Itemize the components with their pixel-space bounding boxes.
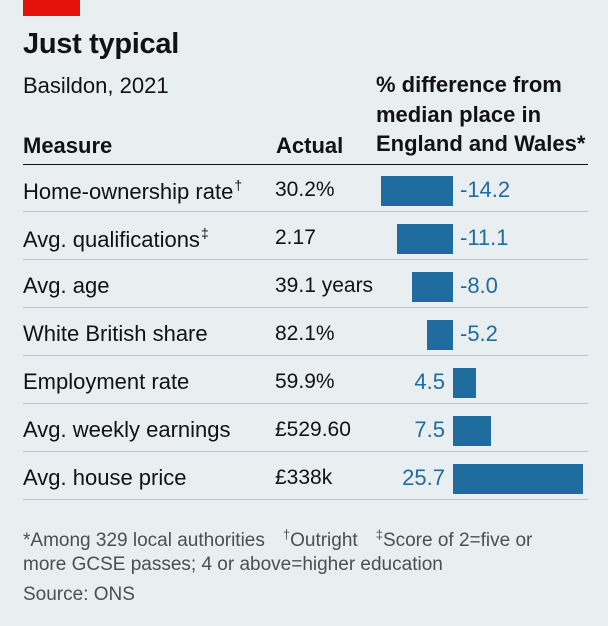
bar-data-label: -11.1 bbox=[460, 225, 509, 250]
row-divider bbox=[23, 451, 588, 452]
table-row: White British share 82.1% -5.2 bbox=[0, 310, 608, 357]
bar-mark bbox=[453, 416, 492, 446]
row-measure: White British share bbox=[23, 321, 208, 347]
row-actual-value: £529.60 bbox=[275, 418, 351, 441]
row-actual-value: 39.1 years bbox=[275, 274, 374, 297]
row-divider bbox=[23, 307, 588, 308]
source-note: Source: ONS bbox=[23, 584, 135, 605]
bar-mark bbox=[381, 176, 453, 206]
table-row: Avg. weekly earnings £529.60 7.5 bbox=[0, 406, 608, 453]
chart-title: Just typical bbox=[23, 28, 179, 60]
row-actual-value: 2.17 bbox=[275, 226, 316, 249]
row-measure-label: Avg. age bbox=[23, 273, 110, 298]
bar-data-label: -14.2 bbox=[460, 177, 511, 202]
table-row: Home-ownership rate† 30.2% -14.2 bbox=[0, 166, 608, 213]
bar-data-label: 7.5 bbox=[414, 417, 445, 442]
row-measure-label: Employment rate bbox=[23, 369, 190, 394]
row-actual-value: 82.1% bbox=[275, 322, 335, 345]
bar-data-label: -8.0 bbox=[460, 273, 498, 298]
row-actual-value: £338k bbox=[275, 466, 333, 489]
bar-mark bbox=[453, 464, 584, 494]
column-header-measure: Measure bbox=[23, 133, 113, 158]
bar-data-label: -5.2 bbox=[460, 321, 498, 346]
column-header-actual: Actual bbox=[276, 133, 344, 158]
table-row: Employment rate 59.9% 4.5 bbox=[0, 358, 608, 405]
row-divider bbox=[23, 499, 588, 500]
bar-mark bbox=[453, 368, 476, 398]
row-divider bbox=[23, 355, 588, 356]
bar-data-label: 25.7 bbox=[402, 465, 445, 490]
row-measure-label: White British share bbox=[23, 321, 208, 346]
row-footnote-mark: † bbox=[234, 177, 243, 193]
table-row: Avg. house price £338k 25.7 bbox=[0, 454, 608, 501]
row-actual-value: 59.9% bbox=[275, 370, 335, 393]
row-measure: Avg. age bbox=[23, 273, 109, 299]
column-header-difference-line2: median place in bbox=[376, 101, 542, 127]
footnote-line1: *Among 329 local authorities †Outright ‡Sc… bbox=[23, 527, 532, 552]
brand-red-tab bbox=[23, 0, 80, 16]
row-measure-label: Home-ownership rate bbox=[23, 179, 234, 204]
row-divider bbox=[23, 259, 588, 260]
footnote-outright: Outright bbox=[290, 530, 358, 551]
bar-mark bbox=[426, 320, 453, 350]
bar-mark bbox=[396, 224, 453, 254]
row-measure: Avg. house price bbox=[23, 465, 186, 491]
row-measure: Home-ownership rate† bbox=[23, 177, 242, 205]
row-footnote-mark: ‡ bbox=[200, 225, 209, 241]
footnote-double-dagger: ‡ bbox=[375, 527, 383, 542]
footnote-score: Score of 2=five or bbox=[382, 530, 533, 551]
row-divider bbox=[23, 211, 588, 212]
row-measure: Avg. qualifications‡ bbox=[23, 225, 209, 253]
bar-data-label: 4.5 bbox=[414, 369, 445, 394]
footnote-authorities: *Among 329 local authorities bbox=[23, 530, 265, 551]
table-row: Avg. qualifications‡ 2.17 -11.1 bbox=[0, 214, 608, 261]
column-header-difference-line1: % difference from bbox=[376, 72, 562, 97]
row-measure-label: Avg. qualifications bbox=[23, 227, 200, 252]
table-row: Avg. age 39.1 years -8.0 bbox=[0, 262, 608, 309]
row-actual-value: 30.2% bbox=[275, 178, 335, 201]
header-rule bbox=[23, 164, 588, 165]
column-header-difference: % difference from median place in Englan… bbox=[376, 70, 606, 159]
column-header-difference-line3: England and Wales* bbox=[376, 131, 586, 156]
bar-mark bbox=[412, 272, 453, 302]
row-measure: Avg. weekly earnings bbox=[23, 417, 231, 443]
row-divider bbox=[23, 403, 588, 404]
row-measure-label: Avg. weekly earnings bbox=[23, 417, 231, 442]
footnote-dagger: † bbox=[282, 527, 291, 542]
row-measure-label: Avg. house price bbox=[23, 465, 187, 490]
row-measure: Employment rate bbox=[23, 369, 189, 395]
chart-subtitle: Basildon, 2021 bbox=[23, 73, 169, 98]
footnote-line2: more GCSE passes; 4 or above=higher educ… bbox=[23, 554, 443, 575]
